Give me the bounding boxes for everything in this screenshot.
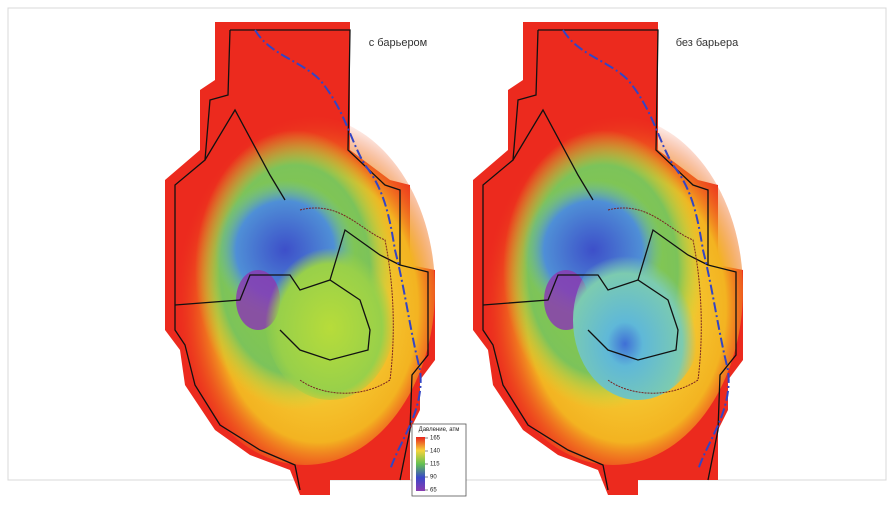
pressure-map <box>165 22 435 495</box>
frame <box>8 8 886 480</box>
page: с барьером без барьера Давление, атм 165… <box>0 0 893 505</box>
map-label: без барьера <box>676 37 739 49</box>
map-label: с барьером <box>369 37 428 49</box>
pressure-map <box>473 22 743 495</box>
legend-title: Давление, атм <box>419 427 460 433</box>
legend-tick-label: 140 <box>430 449 441 455</box>
legend-tick-label: 90 <box>430 475 437 481</box>
legend-tick-label: 65 <box>430 488 437 494</box>
legend-tick-label: 165 <box>430 436 441 442</box>
legend-tick-label: 115 <box>430 462 440 468</box>
color-bar <box>416 437 425 491</box>
